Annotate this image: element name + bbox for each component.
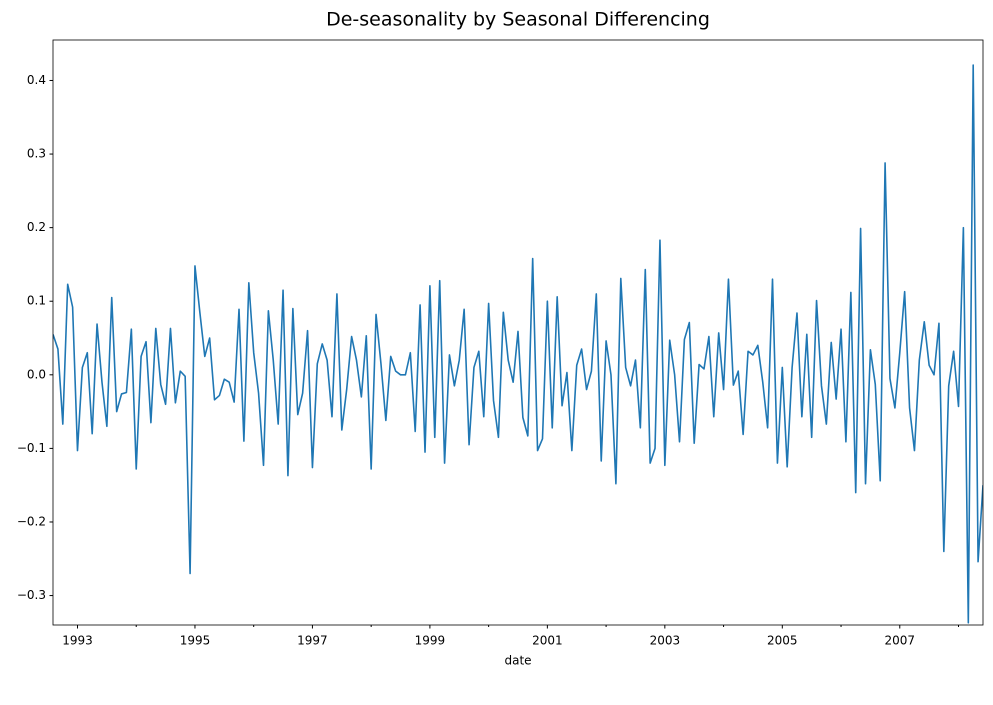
x-tick-label: 2001 [532,634,563,648]
x-tick-label: 1993 [62,634,93,648]
y-tick-label: 0.1 [27,294,46,308]
x-tick-label: 1997 [297,634,328,648]
y-tick-label: −0.2 [17,514,46,528]
x-tick-label: 2007 [884,634,915,648]
y-tick-label: 0.2 [27,220,46,234]
y-tick-label: −0.3 [17,588,46,602]
data-line [53,64,983,624]
x-axis-label: date [504,654,531,668]
x-tick-label: 1999 [415,634,446,648]
x-tick-label: 2005 [767,634,798,648]
y-tick-label: −0.1 [17,441,46,455]
y-tick-label: 0.4 [27,73,46,87]
chart-title: De-seasonality by Seasonal Differencing [326,9,710,31]
x-tick-label: 1995 [180,634,211,648]
x-tick-label: 2003 [650,634,681,648]
plot-frame [52,39,984,626]
y-tick-label: 0.3 [27,147,46,161]
y-tick-label: 0.0 [27,367,46,381]
